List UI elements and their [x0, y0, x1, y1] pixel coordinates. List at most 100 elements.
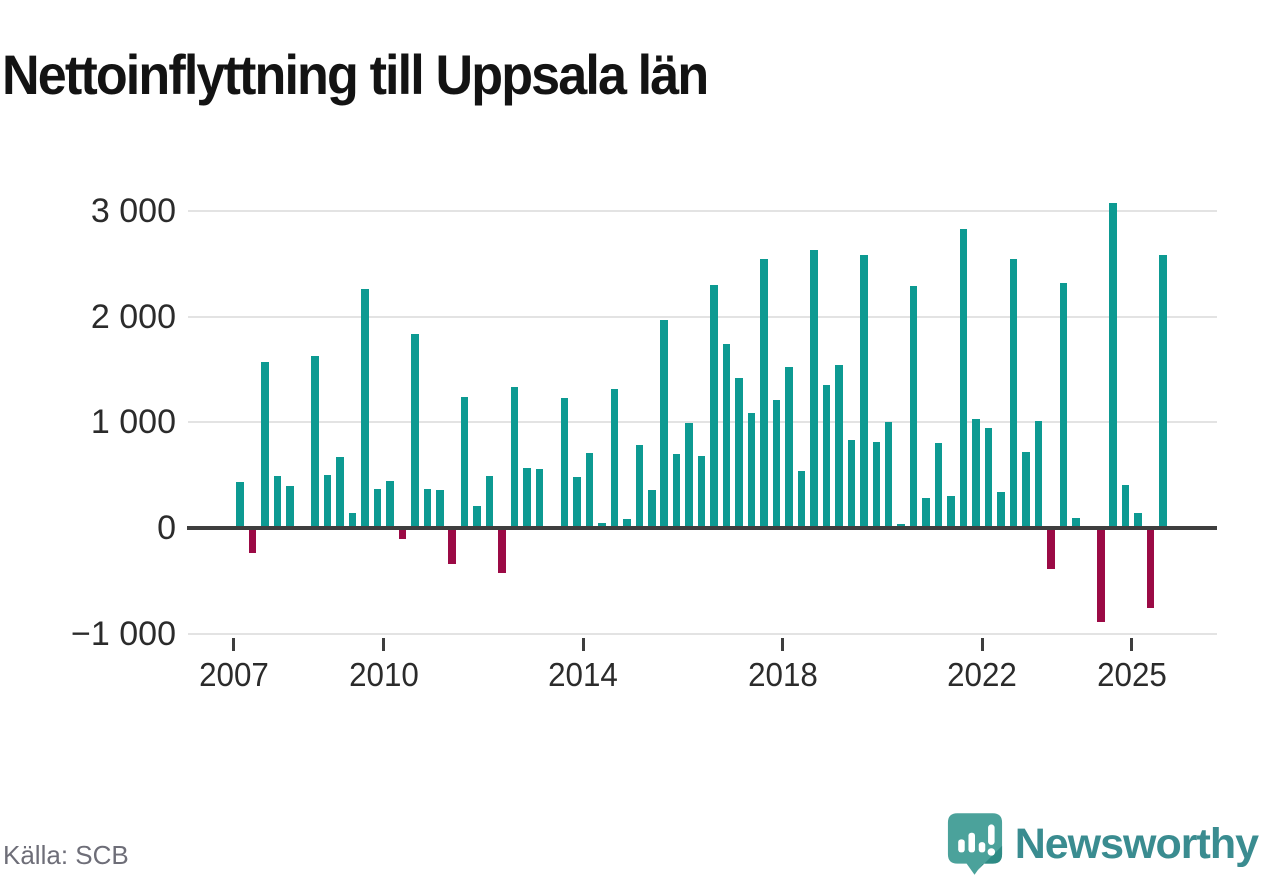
bar-2022-q3 — [1009, 258, 1018, 526]
bar-2010-q4 — [423, 488, 432, 526]
bar-2010-q2 — [398, 530, 407, 540]
bar-2023-q4 — [1072, 517, 1080, 526]
newsworthy-wordmark: Newsworthy — [1014, 819, 1259, 868]
bar-2011-q2 — [448, 530, 456, 564]
bar-2016-q1 — [685, 423, 693, 526]
bar-2013-q1 — [535, 468, 544, 526]
y-axis-label: 2 000 — [90, 297, 176, 336]
bar-2019-q2 — [847, 440, 856, 526]
bar-2019-q4 — [872, 442, 881, 526]
x-axis-tick-2018 — [781, 638, 785, 651]
newsworthy-logo: Newsworthy — [947, 812, 1259, 876]
source-note: Källa: SCB — [3, 840, 129, 870]
bar-2023-q3 — [1059, 282, 1068, 526]
bar-2024-q4 — [1121, 484, 1130, 526]
x-axis-tick-2010 — [382, 638, 386, 651]
newsworthy-speech-bubble-barchart-icon — [947, 813, 1002, 875]
x-axis-label-2007: 2007 — [199, 656, 269, 693]
bar-2015-q3 — [660, 319, 668, 526]
bar-2018-q4 — [822, 385, 831, 526]
bar-2007-q2 — [248, 530, 257, 554]
bar-2017-q4 — [772, 400, 781, 526]
chart-title: Nettoinflyttning till Uppsala län — [2, 42, 709, 106]
bar-2015-q1 — [635, 444, 644, 526]
gridline-1000 — [188, 421, 1217, 424]
bar-2016-q4 — [722, 344, 731, 526]
zero-axis-line — [187, 526, 1217, 530]
bar-2013-q3 — [560, 398, 569, 526]
x-axis-tick-2014 — [581, 638, 585, 651]
bar-2009-q3 — [361, 289, 369, 526]
bar-2007-q1 — [236, 481, 244, 526]
x-axis-label-2022: 2022 — [947, 656, 1018, 693]
bar-2007-q3 — [261, 362, 269, 526]
bar-2017-q3 — [760, 258, 768, 526]
y-axis-label: 3 000 — [90, 191, 176, 230]
bar-2012-q4 — [523, 467, 531, 526]
bar-2020-q3 — [909, 286, 918, 526]
bar-2020-q4 — [922, 498, 930, 526]
bar-2025-q2 — [1146, 530, 1155, 609]
x-axis-label-2014: 2014 — [548, 656, 618, 693]
bar-2018-q2 — [797, 470, 806, 526]
x-axis-tick-2022 — [980, 638, 984, 651]
bar-2014-q3 — [610, 388, 619, 526]
bar-2019-q1 — [835, 365, 843, 526]
bar-2015-q4 — [672, 454, 681, 526]
y-axis-label: 1 000 — [90, 403, 176, 442]
bar-2013-q4 — [573, 477, 581, 526]
bar-2018-q3 — [810, 250, 818, 526]
bar-2010-q1 — [386, 480, 394, 526]
bar-2012-q1 — [485, 476, 494, 526]
bar-2009-q4 — [373, 488, 382, 526]
bar-2015-q2 — [648, 489, 656, 526]
bar-2024-q3 — [1109, 202, 1117, 526]
bar-2022-q1 — [984, 427, 993, 526]
bar-2009-q2 — [348, 513, 357, 526]
bar-2020-q1 — [884, 422, 893, 526]
bar-2018-q1 — [785, 367, 793, 526]
y-axis-label: −1 000 — [71, 614, 176, 653]
y-axis-label: 0 — [157, 509, 176, 547]
bar-2008-q3 — [311, 355, 319, 526]
bar-2011-q4 — [473, 505, 481, 526]
x-axis-tick-2025 — [1130, 638, 1134, 651]
bar-2019-q3 — [860, 255, 868, 526]
bar-2021-q4 — [972, 419, 980, 526]
bar-2016-q3 — [710, 284, 718, 526]
bar-2021-q3 — [959, 228, 968, 526]
bar-2024-q2 — [1097, 530, 1105, 623]
bar-2020-q2 — [897, 523, 905, 526]
gridline-3000 — [188, 209, 1217, 212]
bar-2021-q1 — [934, 443, 943, 526]
bar-2023-q1 — [1034, 421, 1043, 526]
bar-2017-q1 — [735, 377, 743, 526]
bar-2007-q4 — [273, 476, 282, 526]
bar-2017-q2 — [747, 412, 756, 526]
bar-2008-q1 — [286, 485, 294, 526]
x-axis-label-2018: 2018 — [747, 656, 818, 693]
bar-2014-q4 — [623, 519, 631, 526]
bar-2025-q3 — [1159, 255, 1167, 526]
x-axis-label-2010: 2010 — [348, 656, 419, 693]
bar-2016-q2 — [697, 456, 706, 526]
x-axis-label-2025: 2025 — [1097, 656, 1167, 693]
bar-2010-q3 — [411, 333, 419, 526]
bar-2011-q1 — [436, 489, 444, 526]
bar-2014-q1 — [585, 452, 594, 526]
gridline-2000 — [188, 315, 1217, 318]
bar-2012-q3 — [510, 387, 519, 526]
gridline--1000 — [188, 632, 1217, 635]
bar-2023-q2 — [1047, 530, 1055, 570]
bar-2012-q2 — [498, 530, 506, 574]
bar-2022-q2 — [997, 492, 1005, 526]
bar-2008-q4 — [323, 475, 332, 526]
bar-2025-q1 — [1134, 513, 1142, 526]
bar-2011-q3 — [460, 396, 469, 526]
bar-2022-q4 — [1022, 451, 1030, 526]
bar-2009-q1 — [336, 457, 344, 526]
x-axis-tick-2007 — [232, 638, 236, 651]
bar-2014-q2 — [598, 522, 606, 526]
bar-2021-q2 — [947, 496, 955, 526]
